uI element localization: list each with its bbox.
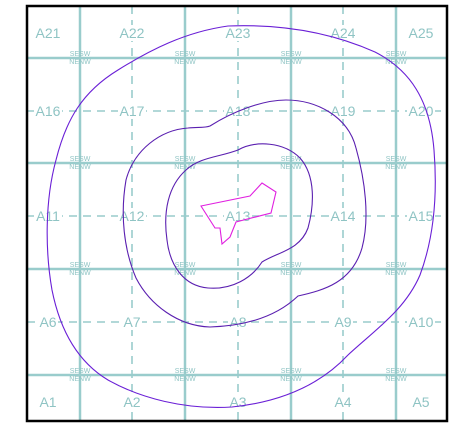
quarter-label-bottom: NENW [174,59,196,66]
quarter-label-bottom: NENW [69,270,91,277]
quarter-label-top: SESW [281,368,302,375]
quarter-label-top: SESW [386,51,407,58]
cell-label: A17 [120,103,145,119]
cell-label: A12 [120,208,145,224]
quarter-labels: SESWNENWSESWNENWSESWNENWSESWNENWSESWNENW… [69,51,407,383]
cell-label-bg [329,25,357,41]
cell-label: A25 [409,25,434,41]
cell-label-bg [228,314,248,330]
quarter-label-top: SESW [281,262,302,269]
cell-label: A2 [123,394,140,410]
cell-label: A4 [334,394,351,410]
quarter-label-bottom: NENW [280,59,302,66]
quarter-label-bottom: NENW [69,376,91,383]
quarter-label-top: SESW [70,368,91,375]
quarter-label-top: SESW [175,51,196,58]
cell-label-bg [122,394,142,410]
cell-label-bg [333,394,353,410]
cell-label-bg [34,103,62,119]
cell-label: A20 [409,103,434,119]
quarter-label-bottom: NENW [280,270,302,277]
quarter-label-bottom: NENW [174,164,196,171]
cell-label-bg [329,208,357,224]
quarter-label-bottom: NENW [385,59,407,66]
cell-label-bg [34,25,62,41]
quarter-label-bottom: NENW [69,59,91,66]
source-polygon [200,182,277,246]
quarter-label-top: SESW [70,51,91,58]
cell-label-bg [407,25,435,41]
quarter-label-top: SESW [70,262,91,269]
quarter-label-bottom: NENW [385,164,407,171]
quarter-label-top: SESW [281,51,302,58]
quarter-label-bottom: NENW [385,270,407,277]
cell-label: A14 [331,208,356,224]
quarter-label-bottom: NENW [69,164,91,171]
cell-label: A9 [334,314,351,330]
grid-major-lines [27,6,447,421]
quarter-label-top: SESW [175,156,196,163]
quarter-label-top: SESW [70,156,91,163]
cell-label: A19 [331,103,356,119]
cell-label: A3 [229,394,246,410]
cell-label: A8 [229,314,246,330]
cell-label-bg [38,394,58,410]
quarter-label-top: SESW [386,156,407,163]
quarter-label-bottom: NENW [385,376,407,383]
cell-label: A7 [123,314,140,330]
concentration-contours [46,25,436,408]
cell-label: A10 [409,314,434,330]
contour-inner [165,143,313,289]
cell-label: A23 [226,25,251,41]
cell-label-bg [333,314,353,330]
cell-label-bg [411,394,431,410]
contour-outer [46,25,436,408]
quarter-label-top: SESW [175,368,196,375]
cell-label: A21 [36,25,61,41]
cell-label-bg [407,208,435,224]
cell-label-bg [407,314,435,330]
cell-label-bg [118,208,146,224]
cell-label-bg [329,103,357,119]
cell-label: A16 [36,103,61,119]
cell-label-bg [118,25,146,41]
quarter-label-bottom: NENW [280,164,302,171]
cell-label: A6 [39,314,56,330]
cell-label: A24 [331,25,356,41]
quarter-label-top: SESW [386,262,407,269]
quarter-label-top: SESW [281,156,302,163]
quarter-label-bottom: NENW [280,376,302,383]
cell-label: A15 [409,208,434,224]
quarter-label-bottom: NENW [174,376,196,383]
quarter-label-top: SESW [175,262,196,269]
cell-label-bg [118,103,146,119]
quarter-label-top: SESW [386,368,407,375]
map-border [25,4,449,423]
cell-label: A5 [412,394,429,410]
quarter-label-bottom: NENW [174,270,196,277]
cell-label: A22 [120,25,145,41]
cell-label: A1 [39,394,56,410]
contour-middle [122,99,367,328]
cell-label-bg [38,314,58,330]
cell-label-bg [122,314,142,330]
cell-label-bg [224,25,252,41]
